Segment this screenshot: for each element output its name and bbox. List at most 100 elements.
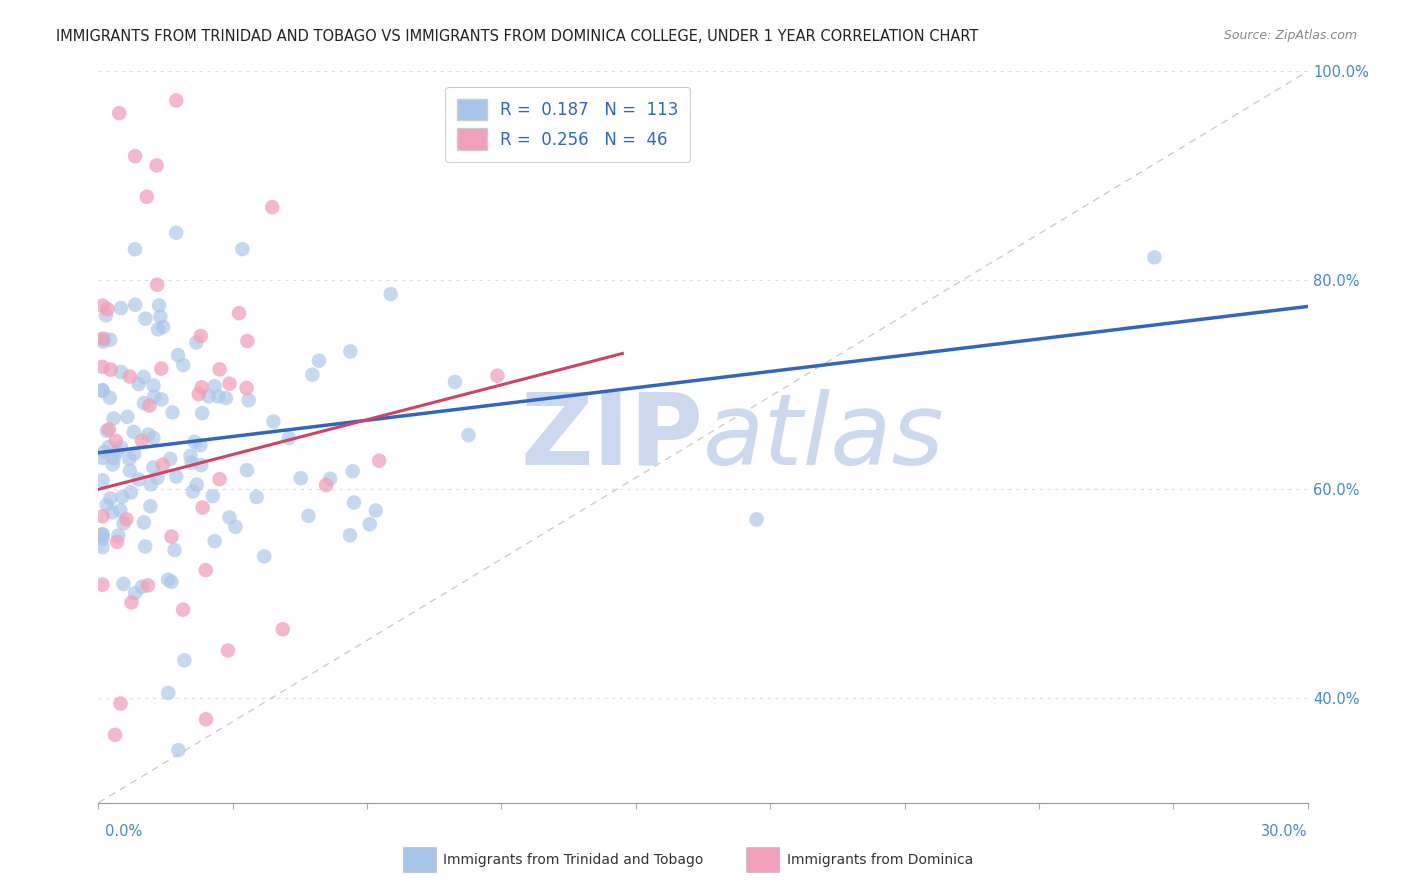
Point: [142, 431, 165, 445]
Text: 0.0%: 0.0%: [105, 824, 142, 838]
Point: [208, 472, 231, 486]
Point: [253, 549, 276, 564]
Point: [134, 311, 156, 326]
Point: [103, 411, 125, 425]
Point: [143, 390, 166, 404]
Point: [110, 301, 132, 315]
Point: [194, 712, 217, 726]
Text: Immigrants from Trinidad and Tobago: Immigrants from Trinidad and Tobago: [443, 853, 703, 867]
Point: [93, 444, 115, 458]
Point: [444, 375, 467, 389]
Point: [186, 335, 208, 350]
Point: [131, 434, 153, 448]
Point: [124, 149, 146, 163]
Point: [319, 472, 342, 486]
Point: [100, 362, 122, 376]
Point: [96, 498, 118, 512]
Point: [107, 529, 129, 543]
Point: [135, 190, 157, 204]
Point: [173, 653, 195, 667]
Point: [301, 368, 323, 382]
Point: [91, 473, 114, 487]
Point: [262, 415, 284, 429]
Point: [118, 451, 141, 466]
Point: [163, 543, 186, 558]
Point: [117, 409, 139, 424]
Point: [150, 361, 173, 376]
Point: [201, 489, 224, 503]
Point: [91, 384, 114, 398]
Point: [235, 381, 257, 395]
Point: [191, 380, 214, 394]
Point: [297, 508, 319, 523]
Point: [190, 438, 212, 452]
Text: Immigrants from Dominica: Immigrants from Dominica: [786, 853, 973, 867]
Point: [104, 434, 127, 448]
Point: [139, 477, 162, 491]
Point: [157, 686, 180, 700]
Point: [91, 577, 114, 591]
Point: [368, 454, 391, 468]
Point: [124, 242, 146, 256]
Point: [101, 505, 124, 519]
Point: [132, 370, 155, 384]
Point: [208, 362, 231, 376]
Point: [160, 530, 183, 544]
Point: [245, 490, 267, 504]
Point: [162, 405, 184, 419]
Point: [121, 595, 143, 609]
Point: [142, 460, 165, 475]
Point: [262, 200, 284, 214]
Point: [111, 490, 134, 504]
Point: [277, 431, 299, 445]
Point: [91, 299, 114, 313]
Point: [91, 527, 114, 541]
Point: [238, 393, 260, 408]
Point: [148, 298, 170, 312]
Point: [457, 428, 479, 442]
Point: [132, 396, 155, 410]
Point: [118, 369, 141, 384]
Point: [136, 578, 159, 592]
Point: [122, 425, 145, 439]
Point: [181, 484, 204, 499]
Point: [91, 332, 114, 346]
Point: [165, 226, 187, 240]
Point: [159, 452, 181, 467]
Text: IMMIGRANTS FROM TRINIDAD AND TOBAGO VS IMMIGRANTS FROM DOMINICA COLLEGE, UNDER 1: IMMIGRANTS FROM TRINIDAD AND TOBAGO VS I…: [56, 29, 979, 44]
Point: [91, 450, 114, 465]
Point: [98, 333, 121, 347]
Point: [150, 392, 173, 407]
Point: [110, 503, 132, 517]
Point: [179, 449, 201, 463]
Bar: [402, 847, 436, 872]
Point: [146, 322, 169, 336]
Point: [236, 334, 259, 348]
Point: [180, 456, 202, 470]
Point: [157, 573, 180, 587]
Point: [165, 469, 187, 483]
Point: [105, 445, 128, 459]
Point: [91, 532, 114, 546]
Point: [215, 391, 238, 405]
Point: [91, 334, 114, 349]
Point: [103, 451, 125, 466]
Point: [91, 540, 114, 554]
Point: [271, 622, 294, 636]
Point: [339, 344, 361, 359]
Point: [183, 434, 205, 449]
Point: [172, 602, 194, 616]
Point: [190, 329, 212, 343]
Point: [110, 697, 132, 711]
Point: [343, 495, 366, 509]
Point: [204, 379, 226, 393]
Point: [236, 463, 259, 477]
Point: [364, 503, 387, 517]
Point: [122, 447, 145, 461]
Point: [228, 306, 250, 320]
Point: [218, 376, 240, 391]
Point: [139, 500, 162, 514]
Point: [120, 485, 142, 500]
Point: [187, 387, 209, 401]
Point: [486, 368, 509, 383]
